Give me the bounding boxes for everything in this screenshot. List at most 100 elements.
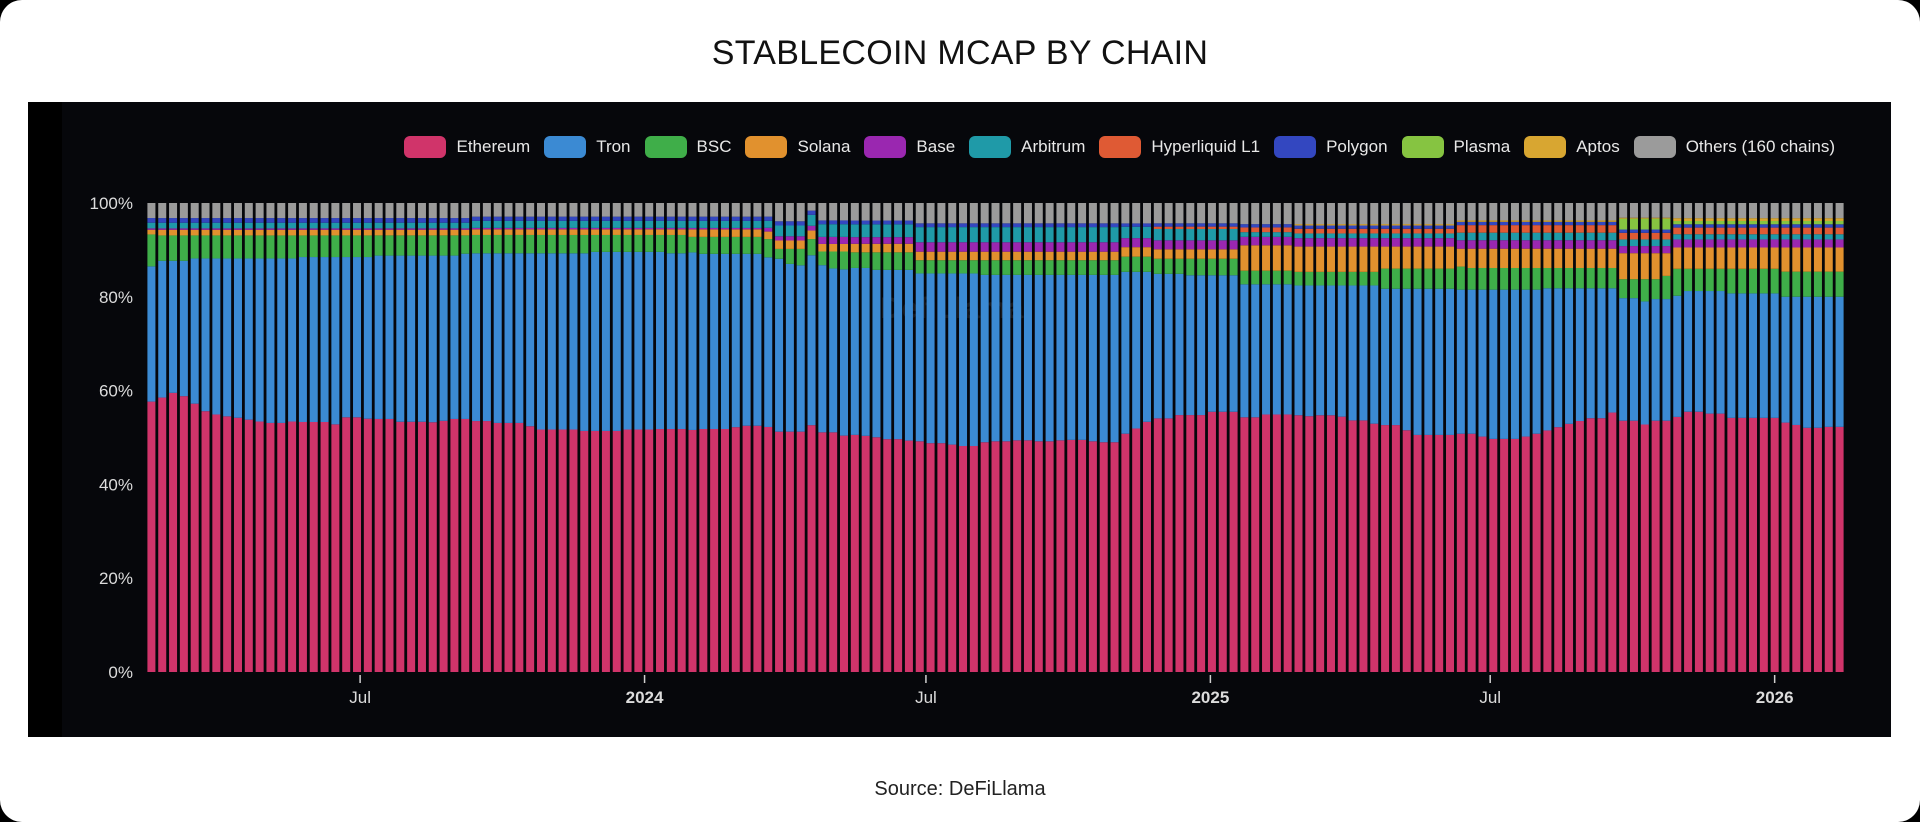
- bar-segment-tron: [147, 266, 156, 402]
- bar-segment-bsc: [309, 235, 318, 258]
- bar-segment-bsc: [428, 235, 437, 256]
- bar-segment-ethereum: [1359, 420, 1368, 672]
- bar-segment-others-160-chains: [1381, 203, 1390, 225]
- bar-segment-plasma: [1640, 218, 1649, 230]
- legend-item-base[interactable]: Base: [864, 136, 955, 158]
- bar-segment-aptos: [1294, 224, 1303, 226]
- bar-segment-polygon: [1110, 223, 1119, 228]
- bar-segment-bsc: [948, 260, 957, 274]
- bar-segment-solana: [1153, 249, 1162, 259]
- bar-segment-arbitrum: [1749, 234, 1758, 240]
- bar-segment-solana: [634, 229, 643, 235]
- bar-segment-ethereum: [526, 426, 535, 672]
- legend-item-solana[interactable]: Solana: [745, 136, 850, 158]
- bar-segment-base: [1132, 238, 1141, 248]
- legend-item-polygon[interactable]: Polygon: [1274, 136, 1388, 158]
- legend-item-hyperliquid-l1[interactable]: Hyperliquid L1: [1099, 136, 1260, 158]
- bar-segment-bsc: [190, 235, 199, 259]
- bar-segment-bsc: [1013, 260, 1022, 275]
- bar-segment-polygon: [1002, 223, 1011, 228]
- bar-segment-solana: [298, 229, 307, 236]
- bar-segment-solana: [569, 229, 578, 235]
- bar-segment-polygon: [169, 218, 178, 223]
- bar-segment-others-160-chains: [785, 203, 794, 222]
- bar-segment-arbitrum: [1673, 234, 1682, 240]
- bar-segment-plasma: [1705, 220, 1714, 225]
- bar-segment-ethereum: [948, 444, 957, 672]
- bar-segment-ethereum: [147, 401, 156, 672]
- legend-item-ethereum[interactable]: Ethereum: [404, 136, 530, 158]
- bar-segment-others-160-chains: [818, 203, 827, 221]
- bar-segment-base: [656, 227, 665, 230]
- bar-segment-plasma: [1629, 218, 1638, 230]
- bar-segment-hyperliquid-l1: [1435, 228, 1444, 234]
- legend-item-plasma[interactable]: Plasma: [1401, 136, 1510, 158]
- bar-segment-aptos: [1586, 220, 1595, 222]
- bar-segment-others-160-chains: [212, 203, 221, 219]
- legend-swatch: [745, 136, 788, 158]
- bar-segment-base: [439, 228, 448, 230]
- bar-segment-base: [493, 227, 502, 230]
- bar-segment-polygon: [1370, 225, 1379, 229]
- bar-segment-arbitrum: [482, 220, 491, 228]
- bar-segment-ethereum: [472, 421, 481, 672]
- legend-item-bsc[interactable]: BSC: [644, 136, 731, 158]
- bar-segment-others-160-chains: [255, 203, 264, 219]
- bar-segment-bsc: [742, 236, 751, 254]
- bar-segment-others-160-chains: [850, 203, 859, 221]
- bar-segment-others-160-chains: [1110, 203, 1119, 224]
- bar-segment-tron: [796, 265, 805, 432]
- bar-segment-solana: [1792, 247, 1801, 272]
- bar-segment-arbitrum: [417, 222, 426, 229]
- bar-segment-ethereum: [374, 418, 383, 672]
- legend-item-aptos[interactable]: Aptos: [1524, 136, 1620, 158]
- bar-segment-bsc: [1370, 271, 1379, 286]
- bar-segment-arbitrum: [1478, 232, 1487, 241]
- bar-segment-solana: [775, 240, 784, 249]
- bar-segment-others-160-chains: [169, 203, 178, 219]
- bar-segment-ethereum: [1608, 412, 1617, 672]
- bar-segment-bsc: [818, 251, 827, 266]
- bar-segment-arbitrum: [1521, 232, 1530, 241]
- bar-segment-solana: [666, 229, 675, 235]
- bar-segment-bsc: [1435, 268, 1444, 289]
- bar-segment-polygon: [1532, 221, 1541, 226]
- bar-segment-hyperliquid-l1: [1326, 228, 1335, 234]
- bar-segment-solana: [1478, 248, 1487, 268]
- legend-item-others-160-chains[interactable]: Others (160 chains): [1633, 136, 1835, 158]
- bar-segment-others-160-chains: [417, 203, 426, 219]
- bar-segment-bsc: [1132, 256, 1141, 272]
- bar-segment-ethereum: [1813, 427, 1822, 672]
- bar-segment-tron: [158, 260, 167, 398]
- bar-segment-ethereum: [1251, 417, 1260, 672]
- bar-segment-bsc: [417, 235, 426, 256]
- bar-segment-others-160-chains: [363, 203, 372, 219]
- bar-segment-solana: [1262, 245, 1271, 271]
- bar-segment-aptos: [1478, 220, 1487, 222]
- bar-segment-arbitrum: [612, 220, 621, 228]
- bar-segment-arbitrum: [1197, 228, 1206, 241]
- bar-segment-base: [645, 227, 654, 230]
- bar-segment-hyperliquid-l1: [1792, 227, 1801, 235]
- legend-item-tron[interactable]: Tron: [544, 136, 631, 158]
- bar-segment-aptos: [1456, 220, 1465, 222]
- bar-segment-arbitrum: [926, 227, 935, 243]
- bar-segment-tron: [1662, 299, 1671, 421]
- bar-segment-ethereum: [980, 442, 989, 672]
- bar-segment-arbitrum: [1565, 232, 1574, 241]
- bar-segment-others-160-chains: [872, 203, 881, 221]
- bar-segment-arbitrum: [1175, 228, 1184, 241]
- bar-segment-aptos: [1402, 224, 1411, 226]
- bar-segment-polygon: [796, 221, 805, 226]
- bar-segment-others-160-chains: [1023, 203, 1032, 224]
- bar-segment-arbitrum: [666, 220, 675, 228]
- bar-segment-ethereum: [1575, 421, 1584, 672]
- bar-segment-bsc: [1424, 268, 1433, 289]
- bar-segment-plasma: [1781, 220, 1790, 225]
- legend-item-arbitrum[interactable]: Arbitrum: [969, 136, 1085, 158]
- bar-segment-ethereum: [1543, 430, 1552, 672]
- bar-segment-tron: [1619, 298, 1628, 421]
- bar-segment-base: [374, 228, 383, 230]
- bar-segment-bsc: [201, 235, 210, 259]
- bar-segment-hyperliquid-l1: [1532, 225, 1541, 233]
